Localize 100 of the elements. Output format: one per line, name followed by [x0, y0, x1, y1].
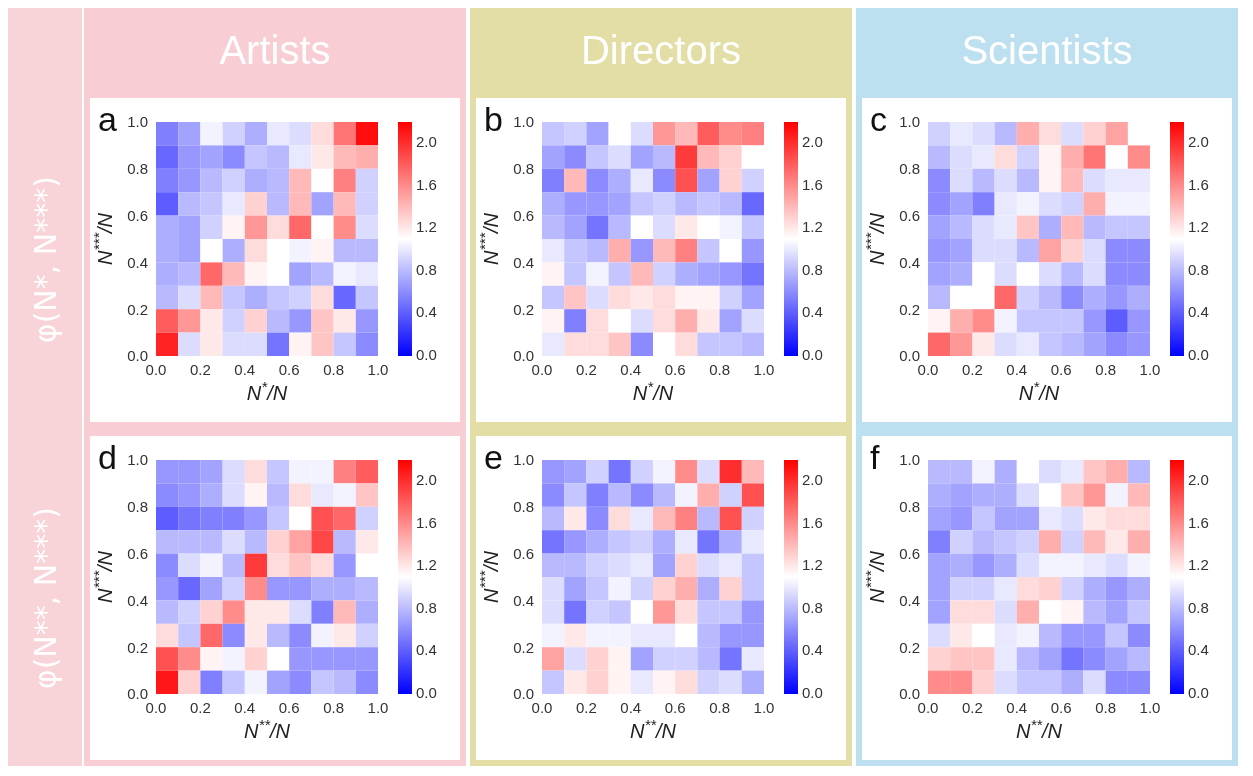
y-tick-label: 0.8 — [899, 160, 920, 178]
color-bar-label: 1.2 — [416, 218, 437, 236]
x-tick-label: 0.0 — [917, 698, 939, 716]
y-tick-label: 1.0 — [899, 451, 920, 469]
x-tick-label: 0.8 — [709, 360, 731, 378]
color-bar-label: 0.0 — [416, 345, 437, 363]
x-tick-label: 0.8 — [323, 360, 345, 378]
x-tick-label: 1.0 — [753, 698, 775, 716]
x-tick-label: 0.2 — [575, 360, 597, 378]
y-tick-label: 0.2 — [513, 638, 534, 656]
x-tick-label: 1.0 — [367, 360, 389, 378]
y-tick-label: 0.0 — [127, 347, 148, 365]
color-bar-label: 0.8 — [802, 598, 823, 616]
color-bar-label: 0.4 — [802, 303, 823, 321]
y-tick-label: 0.0 — [127, 685, 148, 703]
chart-subtitle: Directors — [580, 26, 742, 74]
y-tick-label: 0.6 — [127, 206, 148, 224]
x-tick-label: 1.0 — [1139, 360, 1161, 378]
x-tick-label: 0.2 — [189, 698, 211, 716]
color-bar-label: 1.2 — [802, 218, 823, 236]
x-tick-label: 0.4 — [620, 360, 642, 378]
x-tick-label: 0.6 — [1050, 360, 1072, 378]
x-tick-label: 0.8 — [1095, 698, 1117, 716]
color-bar-label: 2.0 — [416, 471, 437, 489]
x-tick-label: 0.8 — [323, 698, 345, 716]
x-tick-label: 0.4 — [234, 698, 256, 716]
color-bar-label: 0.8 — [1188, 260, 1209, 278]
x-tick-label: 0.2 — [189, 360, 211, 378]
y-tick-label: 1.0 — [513, 451, 534, 469]
x-tick-label: 1.0 — [367, 698, 389, 716]
y-tick-label: 0.6 — [513, 206, 534, 224]
color-bar-label: 0.4 — [416, 303, 437, 321]
x-tick-label: 0.4 — [620, 698, 642, 716]
chart-title: b — [484, 100, 503, 139]
x-tick-label: 1.0 — [1139, 698, 1161, 716]
color-bar-label: 2.0 — [802, 471, 823, 489]
y-tick-label: 0.4 — [513, 591, 534, 609]
color-bar-label: 0.0 — [802, 683, 823, 701]
y-tick-label: 0.6 — [899, 206, 920, 224]
x-tick-label: 0.2 — [575, 698, 597, 716]
x-axis-title: N$^{*}$/N — [632, 377, 674, 404]
x-axis-title: N$^{*}$/N — [1018, 377, 1060, 404]
chart-title: c — [870, 100, 887, 139]
color-bar-label: 1.6 — [802, 513, 823, 531]
y-tick-label: 0.8 — [127, 160, 148, 178]
color-bar-label: 0.4 — [416, 641, 437, 659]
x-tick-label: 0.8 — [709, 698, 731, 716]
chart-title: f — [870, 438, 880, 477]
chart-title: a — [98, 100, 117, 139]
x-axis-title: N$^{**}$/N — [629, 715, 677, 742]
y-tick-label: 0.8 — [899, 498, 920, 516]
color-bar-label: 0.8 — [416, 598, 437, 616]
color-bar-label: 0.4 — [1188, 303, 1209, 321]
x-tick-label: 0.0 — [145, 698, 167, 716]
x-tick-label: 0.0 — [917, 360, 939, 378]
y-tick-label: 0.4 — [899, 253, 920, 271]
x-tick-label: 0.6 — [278, 698, 300, 716]
color-bar-label: 2.0 — [416, 133, 437, 151]
color-bar-label: 0.0 — [1188, 683, 1209, 701]
x-tick-label: 0.4 — [1006, 360, 1028, 378]
color-bar-label: 0.4 — [802, 641, 823, 659]
color-bar-label: 1.6 — [416, 513, 437, 531]
color-bar-label: 0.8 — [416, 260, 437, 278]
color-bar-label: 2.0 — [1188, 133, 1209, 151]
color-bar-label: 1.6 — [802, 175, 823, 193]
color-bar-label: 0.0 — [416, 683, 437, 701]
color-bar-label: 0.4 — [1188, 641, 1209, 659]
y-tick-label: 0.4 — [127, 591, 148, 609]
y-tick-label: 0.0 — [513, 347, 534, 365]
y-tick-label: 1.0 — [127, 113, 148, 131]
x-axis-title: N$^{*}$/N — [246, 377, 288, 404]
chart-title: e — [484, 438, 503, 477]
y-tick-label: 1.0 — [513, 113, 534, 131]
y-tick-label: 0.6 — [899, 544, 920, 562]
y-tick-label: 0.8 — [513, 498, 534, 516]
x-tick-label: 0.2 — [961, 698, 983, 716]
y-tick-label: 0.2 — [127, 300, 148, 318]
color-bar-label: 0.8 — [802, 260, 823, 278]
color-bar-label: 2.0 — [1188, 471, 1209, 489]
x-axis-title: N$^{**}$/N — [1015, 715, 1063, 742]
color-bar-label: 1.2 — [416, 556, 437, 574]
color-bar-label: 1.6 — [416, 175, 437, 193]
y-tick-label: 0.8 — [127, 498, 148, 516]
chart-title: d — [98, 438, 117, 477]
color-bar-label: 1.6 — [1188, 513, 1209, 531]
color-bar-label: 1.6 — [1188, 175, 1209, 193]
y-tick-label: 1.0 — [899, 113, 920, 131]
x-tick-label: 0.0 — [145, 360, 167, 378]
y-tick-label: 0.0 — [899, 685, 920, 703]
x-tick-label: 1.0 — [753, 360, 775, 378]
y-tick-label: 0.2 — [127, 638, 148, 656]
color-bar-label: 0.0 — [802, 345, 823, 363]
y-tick-label: 0.2 — [513, 300, 534, 318]
y-tick-label: 0.4 — [513, 253, 534, 271]
x-tick-label: 0.4 — [1006, 698, 1028, 716]
x-tick-label: 0.2 — [961, 360, 983, 378]
y-tick-label: 0.2 — [899, 638, 920, 656]
y-tick-label: 0.4 — [899, 591, 920, 609]
y-tick-label: 1.0 — [127, 451, 148, 469]
y-tick-label: 0.6 — [513, 544, 534, 562]
